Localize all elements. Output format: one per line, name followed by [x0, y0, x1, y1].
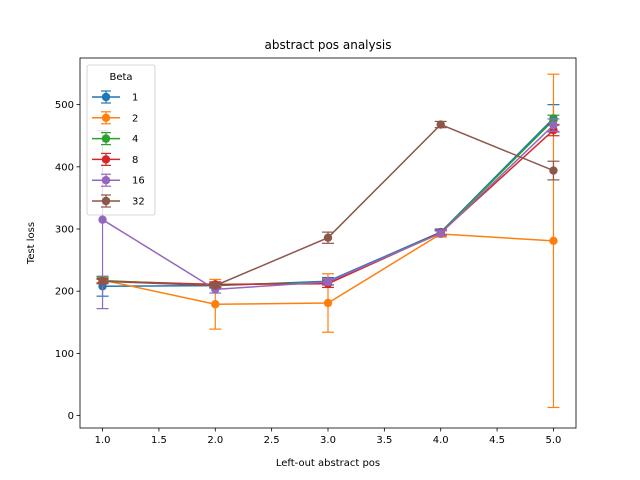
- legend-label: 4: [132, 134, 138, 145]
- series-8: [96, 123, 560, 289]
- legend-label: 1: [132, 93, 138, 104]
- y-axis-label: Test loss: [26, 222, 37, 265]
- chart-title: abstract pos analysis: [265, 38, 392, 52]
- legend-label: 8: [132, 155, 138, 166]
- legend-marker: [101, 113, 111, 123]
- legend-item-4: 4: [92, 132, 138, 146]
- y-tick-label: 500: [55, 100, 74, 111]
- x-tick-label: 4.5: [489, 435, 505, 446]
- x-tick-label: 4.0: [433, 435, 449, 446]
- legend-label: 16: [132, 176, 145, 187]
- legend-marker: [101, 155, 111, 164]
- series-1: [96, 104, 560, 297]
- legend-item-32: 32: [92, 194, 145, 208]
- data-point: [436, 229, 445, 238]
- x-tick-label: 1.0: [95, 435, 111, 446]
- series-32: [96, 120, 560, 290]
- x-axis-label: Left-out abstract pos: [276, 458, 380, 469]
- y-tick-label: 400: [55, 162, 74, 173]
- x-tick-label: 5.0: [546, 435, 562, 446]
- data-point: [211, 281, 220, 290]
- data-point: [323, 233, 333, 242]
- x-tick-label: 3.5: [376, 435, 392, 446]
- data-point: [323, 298, 333, 308]
- y-tick-label: 300: [55, 225, 74, 236]
- data-point: [211, 300, 220, 309]
- legend-marker: [101, 196, 111, 206]
- legend-marker: [101, 176, 111, 185]
- data-point: [549, 166, 558, 175]
- legend: Beta 1 2 4 8 16 32: [86, 64, 156, 216]
- legend-item-1: 1: [92, 90, 138, 104]
- legend-item-2: 2: [92, 111, 138, 125]
- legend-marker: [101, 92, 111, 102]
- data-point: [436, 120, 445, 129]
- y-tick-label: 0: [68, 411, 74, 422]
- y-tick-label: 100: [55, 349, 74, 360]
- data-point: [549, 120, 558, 130]
- legend-label: 32: [132, 197, 145, 208]
- x-tick-label: 2.0: [207, 435, 223, 446]
- data-point: [549, 236, 558, 246]
- series-line: [102, 119, 554, 286]
- legend-marker: [101, 134, 111, 143]
- x-tick-label: 1.5: [151, 435, 167, 446]
- legend-label: 2: [132, 113, 138, 124]
- series-4: [96, 114, 560, 290]
- y-tick-label: 200: [55, 287, 74, 298]
- legend-item-16: 16: [92, 173, 145, 187]
- x-tick-label: 2.5: [264, 435, 280, 446]
- data-point: [98, 215, 107, 224]
- series-16: [96, 118, 560, 310]
- data-point: [323, 277, 333, 287]
- legend-box: [86, 64, 156, 216]
- legend-item-8: 8: [92, 152, 138, 166]
- x-tick-label: 3.0: [320, 435, 336, 446]
- series-line: [102, 124, 554, 291]
- data-point: [98, 277, 107, 286]
- legend-title: Beta: [109, 72, 132, 83]
